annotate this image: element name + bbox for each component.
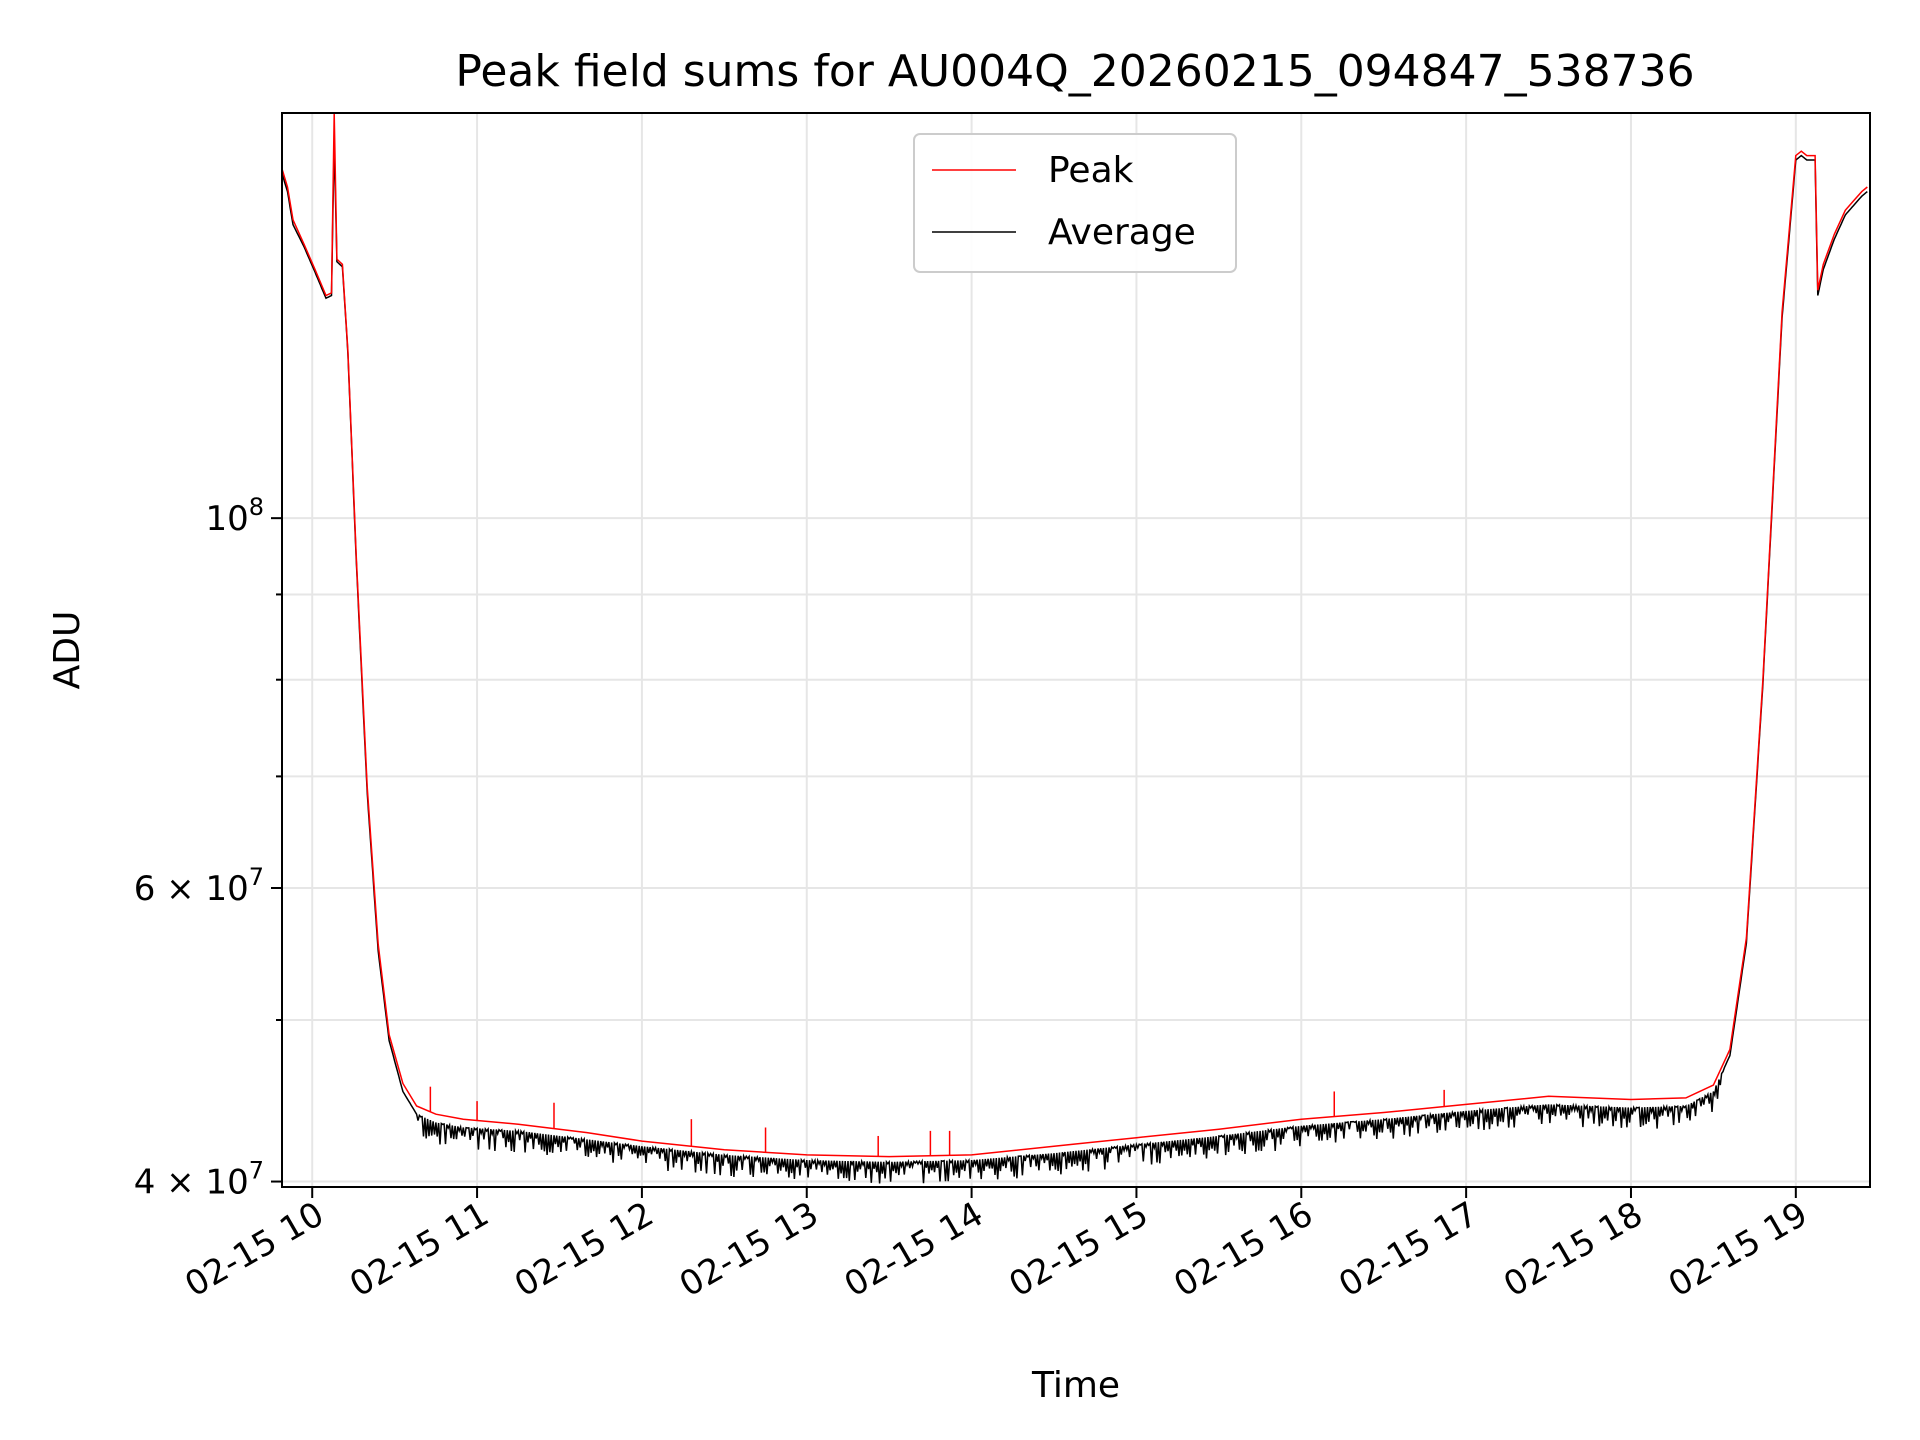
series-line-peak — [281, 112, 1868, 1158]
y-tick-label: 4 × 107 — [134, 1157, 264, 1203]
plot-frame — [281, 112, 1871, 1188]
y-axis-label: ADU — [47, 611, 88, 690]
legend-label-peak: Peak — [1048, 150, 1134, 191]
legend-box — [913, 133, 1237, 273]
chart-title: Peak field sums for AU004Q_20260215_0948… — [455, 46, 1694, 97]
y-tick-label: 108 — [205, 493, 264, 539]
legend: Peak Average — [913, 133, 1237, 273]
grid-lines — [282, 113, 1870, 1187]
y-tick-label: 6 × 107 — [134, 863, 264, 909]
series-line-average — [281, 142, 1868, 1184]
plot-series — [281, 112, 1868, 1184]
legend-label-average: Average — [1048, 212, 1196, 253]
x-axis-label: Time — [1031, 1365, 1120, 1406]
y-axis-ticks: 4 × 107 6 × 107 108 — [134, 493, 282, 1203]
